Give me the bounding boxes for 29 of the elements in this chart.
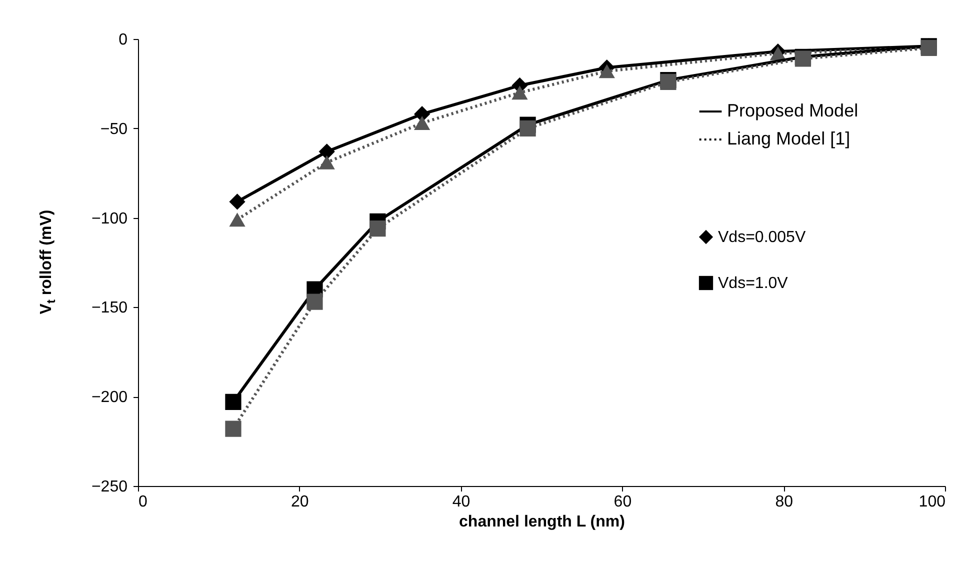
y-tick-label: 0	[118, 32, 128, 48]
x-tick-label: 80	[775, 494, 794, 510]
legend-label: Vds=0.005V	[718, 229, 806, 246]
point	[598, 64, 615, 78]
point	[318, 155, 335, 170]
annotation: Liang Model [1]	[727, 128, 850, 148]
point	[229, 194, 246, 210]
x-tick-label: 60	[614, 494, 632, 510]
point	[414, 116, 430, 130]
x-tick-label: 40	[452, 494, 470, 510]
point	[225, 394, 242, 410]
x-axis-title: channel length L (nm)	[459, 514, 625, 530]
point	[225, 420, 242, 437]
legend-label: Vds=1.0V	[718, 275, 788, 292]
point	[318, 144, 335, 160]
y-tick-label: −150	[91, 300, 128, 317]
y-tick-label: −250	[91, 478, 128, 496]
point	[512, 86, 528, 100]
y-tick-label: −100	[91, 210, 128, 228]
x-tick-label: 100	[918, 494, 946, 510]
x-tick-label: 20	[291, 494, 309, 510]
y-tick-label: −200	[91, 389, 128, 406]
annotation: Proposed Model	[727, 100, 858, 120]
point	[229, 212, 246, 227]
point	[306, 294, 323, 310]
point	[520, 120, 536, 136]
point	[370, 220, 386, 237]
y-tick-label: −50	[100, 120, 128, 138]
x-tick-label: 0	[138, 494, 148, 510]
